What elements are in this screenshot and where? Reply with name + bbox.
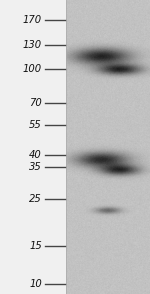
FancyBboxPatch shape	[0, 0, 66, 294]
Text: 40: 40	[29, 150, 42, 160]
Text: 130: 130	[23, 40, 42, 50]
Text: 35: 35	[29, 162, 42, 172]
Text: 70: 70	[29, 98, 42, 108]
Text: 15: 15	[29, 241, 42, 251]
Text: 100: 100	[23, 64, 42, 74]
Text: 10: 10	[29, 279, 42, 289]
Text: 170: 170	[23, 15, 42, 25]
Text: 25: 25	[29, 194, 42, 204]
Text: 55: 55	[29, 120, 42, 130]
